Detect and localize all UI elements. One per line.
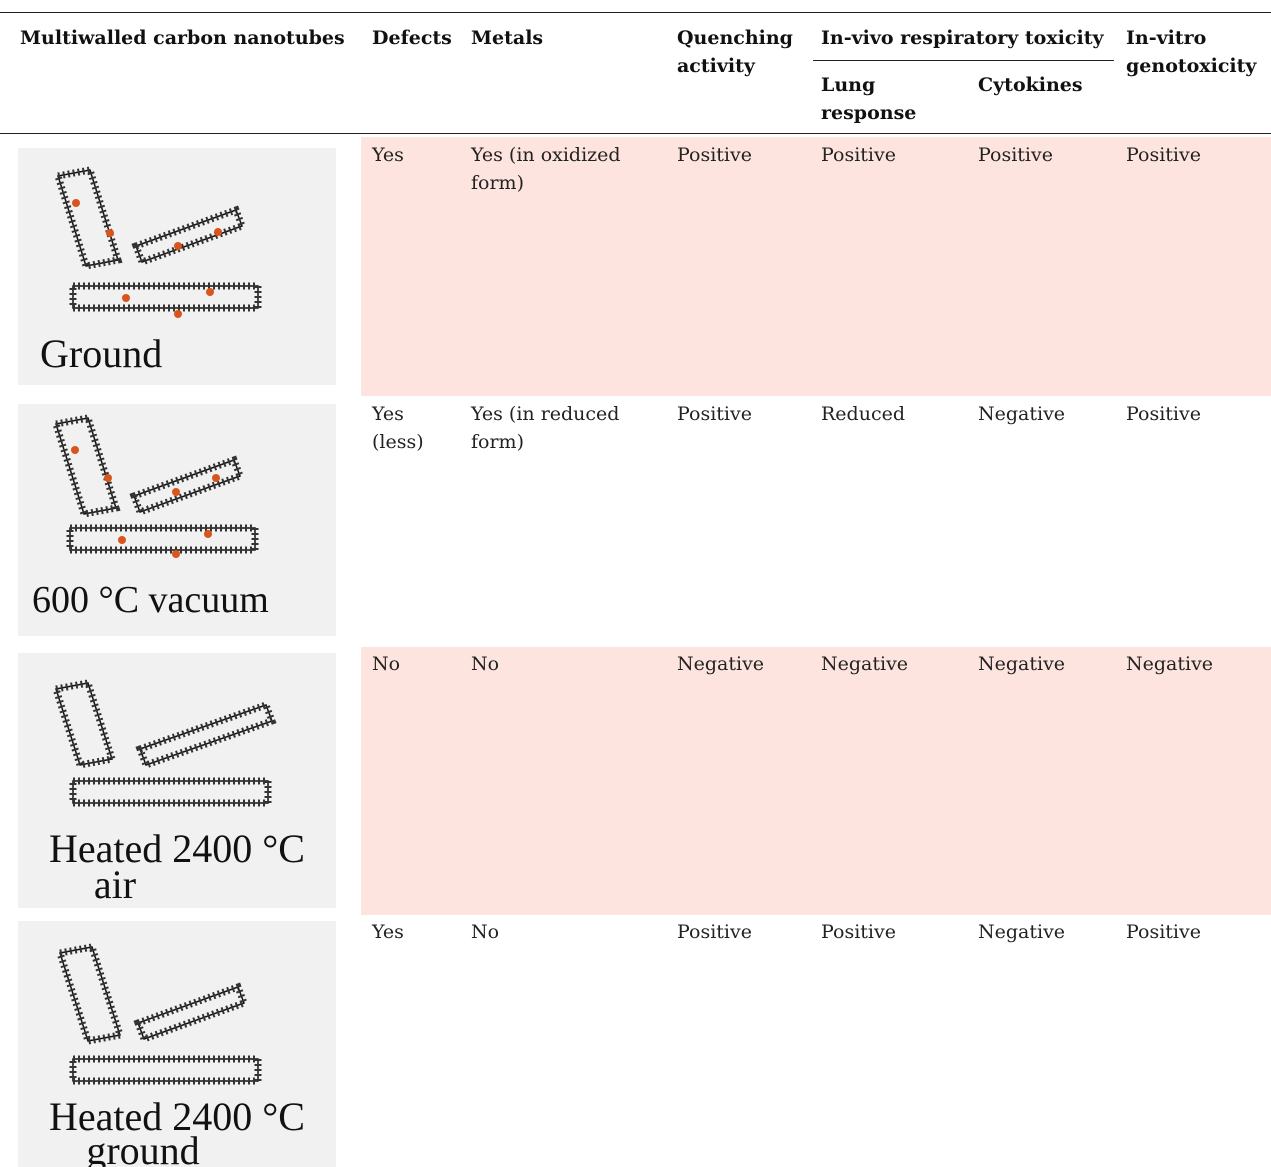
- header-cytokines: Cytokines: [978, 74, 1083, 96]
- cell-defects: Yes: [372, 144, 404, 166]
- cell-metals: Yes (in oxidized form): [471, 144, 621, 194]
- cell-metals: No: [471, 921, 500, 943]
- cell-defects: Yes: [372, 921, 404, 943]
- header-invitro: In-vitro genotoxicity: [1126, 27, 1257, 77]
- nanotube-image-ground: Ground: [18, 148, 336, 385]
- cell-quenching: Positive: [677, 921, 752, 943]
- header-invivo-group: In-vivo respiratory toxicity: [821, 27, 1104, 49]
- defect-dots: [72, 199, 222, 318]
- tube-tilted: [55, 942, 125, 1046]
- sample-label: 600 °C vacuum: [32, 579, 269, 621]
- header-metals: Metals: [471, 27, 544, 49]
- defect-dots: [71, 446, 220, 558]
- tube-horizontal: [69, 1055, 262, 1085]
- cell-genotoxicity: Positive: [1126, 921, 1201, 943]
- cell-cytokines: Negative: [978, 653, 1066, 675]
- cell-metals: Yes (in reduced form): [471, 403, 620, 453]
- sample-label: Heated 2400 °C: [49, 1094, 305, 1139]
- table-top-rule: [0, 12, 1271, 13]
- cell-lung-response: Positive: [821, 921, 896, 943]
- tube-angled: [129, 455, 245, 517]
- tube-tilted: [51, 678, 117, 770]
- header-lung-response: Lung response: [821, 74, 917, 124]
- cell-quenching: Negative: [677, 653, 765, 675]
- tube-horizontal: [69, 777, 272, 807]
- nanotube-illustration: [55, 942, 262, 1085]
- header-quenching: Quenching activity: [677, 27, 793, 77]
- tube-angled: [131, 205, 247, 267]
- tube-angled: [135, 700, 277, 770]
- cell-lung-response: Reduced: [821, 403, 905, 425]
- cell-genotoxicity: Negative: [1126, 653, 1214, 675]
- tube-horizontal: [66, 524, 259, 554]
- header-defects: Defects: [372, 27, 452, 49]
- tube-angled: [133, 982, 249, 1044]
- nanotube-image-vacuum: 600 °C vacuum: [18, 404, 336, 636]
- nanotube-illustration: [53, 165, 262, 318]
- cell-defects: Yes (less): [372, 403, 424, 453]
- cell-cytokines: Negative: [978, 403, 1066, 425]
- cell-genotoxicity: Positive: [1126, 403, 1201, 425]
- tube-horizontal: [69, 282, 262, 312]
- cell-lung-response: Negative: [821, 653, 909, 675]
- cell-cytokines: Positive: [978, 144, 1053, 166]
- sample-label-line2: ground: [86, 1128, 200, 1167]
- tube-tilted: [53, 165, 123, 271]
- cell-quenching: Positive: [677, 403, 752, 425]
- nanotube-image-heated-ground: Heated 2400 °C ground: [18, 921, 336, 1167]
- cell-genotoxicity: Positive: [1126, 144, 1201, 166]
- nanotube-image-heated-air: Heated 2400 °C air: [18, 653, 336, 908]
- header-mwcnt: Multiwalled carbon nanotubes: [20, 27, 345, 49]
- cell-defects: No: [372, 653, 401, 675]
- sample-label-line2: air: [93, 862, 137, 907]
- cell-cytokines: Negative: [978, 921, 1066, 943]
- row-highlight-ground: [361, 137, 1271, 396]
- tube-tilted: [51, 413, 121, 519]
- sample-label: Ground: [40, 331, 163, 376]
- cell-quenching: Positive: [677, 144, 752, 166]
- cell-metals: No: [471, 653, 500, 675]
- nanotube-illustration: [51, 678, 277, 807]
- header-group-rule: [813, 60, 1114, 61]
- cell-lung-response: Positive: [821, 144, 896, 166]
- sample-label: Heated 2400 °C: [49, 826, 305, 871]
- row-highlight-heated-air: [361, 647, 1271, 915]
- nanotube-illustration: [51, 413, 259, 558]
- header-bottom-rule: [0, 133, 1271, 134]
